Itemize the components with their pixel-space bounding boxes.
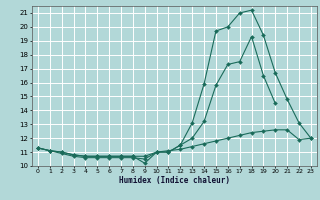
X-axis label: Humidex (Indice chaleur): Humidex (Indice chaleur)	[119, 176, 230, 185]
